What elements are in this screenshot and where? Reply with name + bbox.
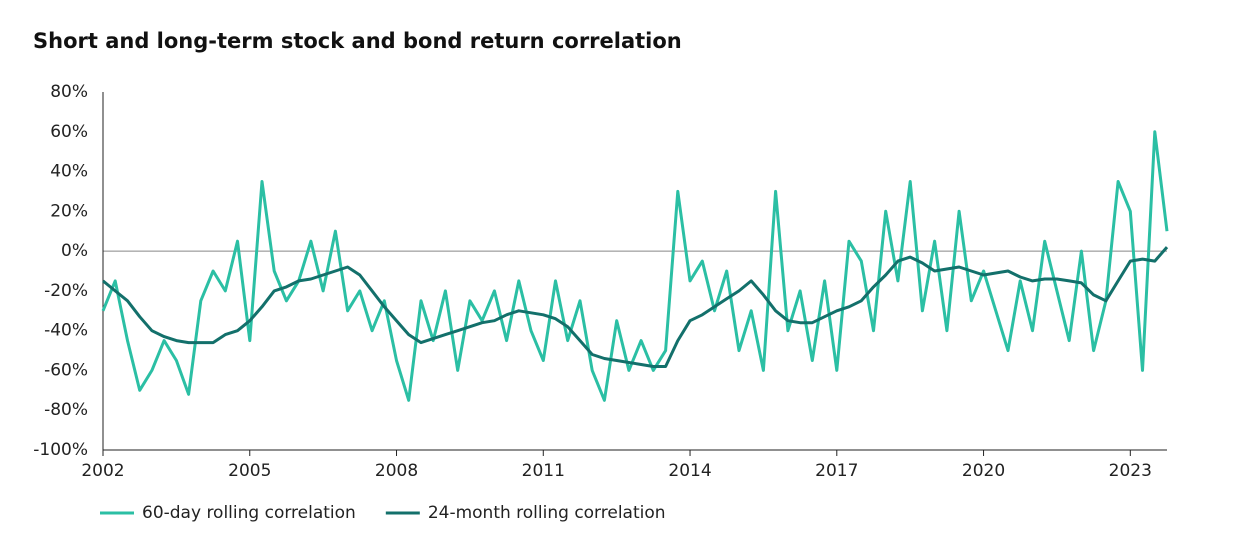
x-tick-label: 2011 xyxy=(522,461,565,481)
x-tick-label: 2017 xyxy=(815,461,858,481)
legend-label: 60-day rolling correlation xyxy=(142,503,356,523)
series-line xyxy=(102,246,1169,368)
x-tick-label: 2014 xyxy=(668,461,711,481)
x-tick-label: 2020 xyxy=(962,461,1005,481)
y-tick-label: 20% xyxy=(50,201,88,221)
y-tick-label: -40% xyxy=(44,321,88,341)
y-tick-label: -20% xyxy=(44,281,88,301)
y-tick-label: 40% xyxy=(50,162,88,182)
chart-title: Short and long-term stock and bond retur… xyxy=(33,29,682,53)
y-tick-label: -60% xyxy=(44,360,88,380)
y-tick-label: 80% xyxy=(50,82,88,102)
y-tick-label: 0% xyxy=(61,241,88,261)
series-line xyxy=(101,130,1169,402)
x-tick-label: 2002 xyxy=(81,461,124,481)
x-tick-label: 2023 xyxy=(1109,461,1152,481)
x-tick-label: 2008 xyxy=(375,461,418,481)
x-tick-label: 2005 xyxy=(228,461,271,481)
y-tick-label: -100% xyxy=(33,440,88,460)
y-tick-label: -80% xyxy=(44,400,88,420)
legend-label: 24-month rolling correlation xyxy=(428,503,666,523)
y-tick-label: 60% xyxy=(50,122,88,142)
